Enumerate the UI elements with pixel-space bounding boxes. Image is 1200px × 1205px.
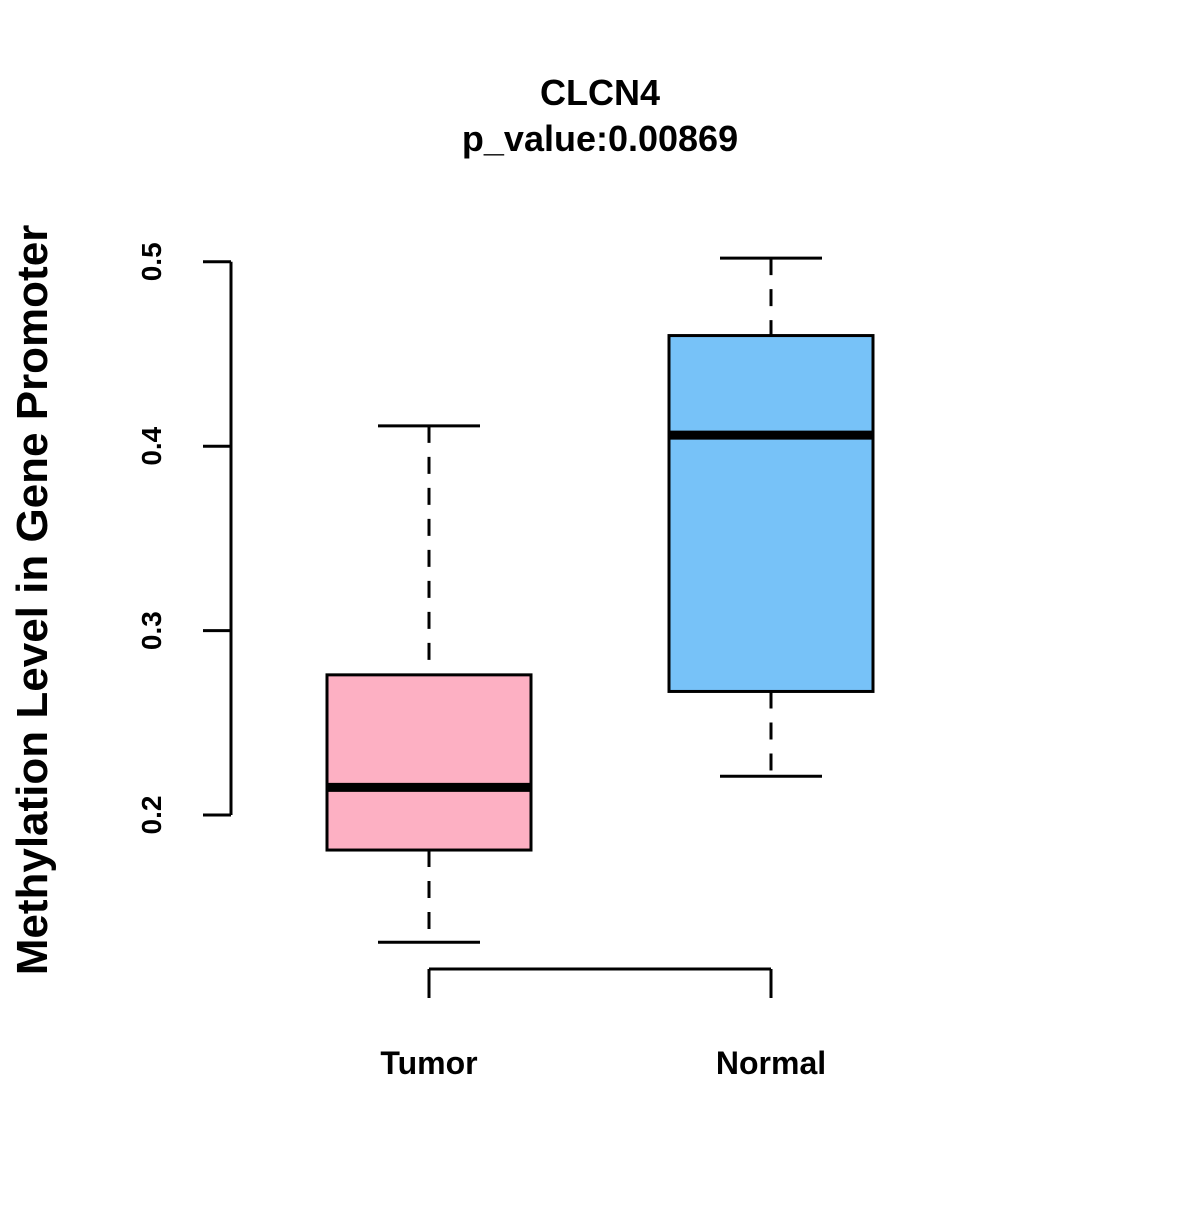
iqr-box bbox=[667, 334, 875, 693]
x-axis: Tumor Normal bbox=[380, 967, 826, 1081]
y-tick-label: 0.5 bbox=[136, 242, 167, 281]
y-axis: 0.2 0.3 0.4 0.5 bbox=[136, 242, 233, 835]
boxes-layer bbox=[325, 256, 875, 944]
y-tick-label: 0.3 bbox=[136, 611, 167, 650]
y-tick-label: 0.4 bbox=[136, 426, 167, 465]
y-tick-label: 0.2 bbox=[136, 796, 167, 835]
y-axis-label: Methylation Level in Gene Promoter bbox=[8, 225, 57, 976]
box-tumor bbox=[325, 424, 533, 944]
iqr-box bbox=[325, 673, 533, 852]
chart-title: CLCN4 bbox=[540, 72, 660, 113]
x-tick-label: Normal bbox=[716, 1045, 826, 1081]
x-tick-label: Tumor bbox=[380, 1045, 477, 1081]
box-normal bbox=[667, 256, 875, 778]
chart-subtitle: p_value:0.00869 bbox=[462, 118, 738, 159]
